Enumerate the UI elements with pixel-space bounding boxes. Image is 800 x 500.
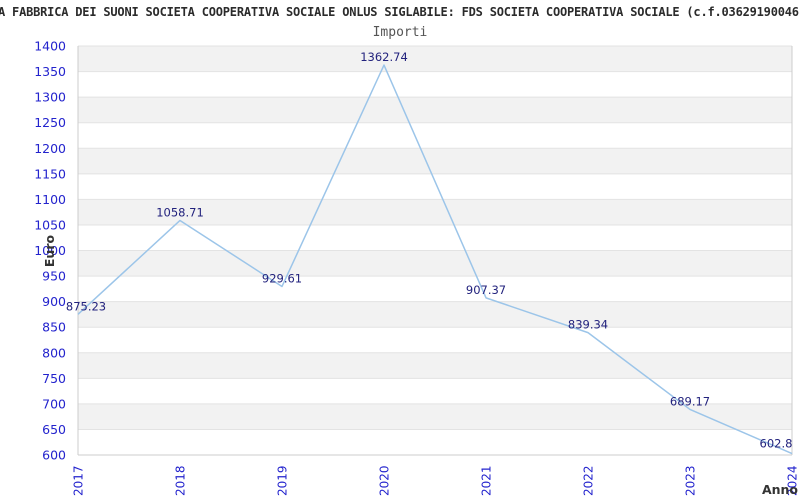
grid-band	[78, 148, 792, 174]
point-value-label: 1058.71	[156, 205, 204, 219]
y-tick-label: 600	[42, 448, 66, 463]
grid-band	[78, 352, 792, 379]
grid-band	[78, 250, 792, 277]
y-tick-label: 1150	[34, 166, 66, 181]
point-value-label: 839.34	[568, 318, 608, 332]
y-tick-label: 1050	[34, 217, 66, 232]
x-tick-label: 2020	[378, 465, 392, 496]
y-tick-label: 900	[42, 294, 66, 309]
y-tick-label: 850	[42, 320, 66, 335]
x-tick-label: 2019	[276, 465, 290, 496]
point-value-label: 875.23	[66, 299, 106, 313]
x-tick-label: 2022	[582, 465, 596, 496]
chart-title: A FABBRICA DEI SUONI SOCIETA COOPERATIVA…	[0, 5, 799, 19]
grid-band	[78, 97, 792, 123]
point-value-label: 1362.74	[360, 50, 408, 64]
y-tick-label: 1400	[34, 39, 66, 54]
grid-band	[78, 199, 792, 225]
x-tick-label: 2017	[72, 465, 86, 496]
grid-band	[78, 301, 792, 328]
y-tick-label: 800	[42, 345, 66, 360]
y-tick-label: 1000	[34, 243, 66, 258]
x-axis-title: Anno	[762, 482, 798, 497]
y-tick-label: 1350	[34, 64, 66, 79]
x-tick-label: 2023	[684, 465, 698, 496]
y-tick-label: 650	[42, 422, 66, 437]
grid-band	[78, 403, 792, 430]
y-tick-label: 700	[42, 396, 66, 411]
y-tick-label: 950	[42, 269, 66, 284]
grid-band	[78, 46, 792, 72]
x-tick-label: 2021	[480, 465, 494, 496]
y-tick-label: 1200	[34, 141, 66, 156]
y-tick-label: 1300	[34, 90, 66, 105]
chart-subtitle: Importi	[372, 25, 428, 40]
point-value-label: 907.37	[466, 283, 506, 297]
point-value-label: 602.8	[760, 437, 793, 451]
x-tick-label: 2024	[786, 465, 800, 496]
y-tick-label: 1100	[34, 192, 66, 207]
point-value-label: 929.61	[262, 271, 302, 285]
point-value-label: 689.17	[670, 394, 710, 408]
data-line	[77, 64, 793, 455]
x-tick-label: 2018	[174, 465, 188, 496]
y-tick-label: 750	[42, 371, 66, 386]
y-tick-label: 1250	[34, 115, 66, 130]
y-axis-title: Euro	[42, 234, 57, 267]
